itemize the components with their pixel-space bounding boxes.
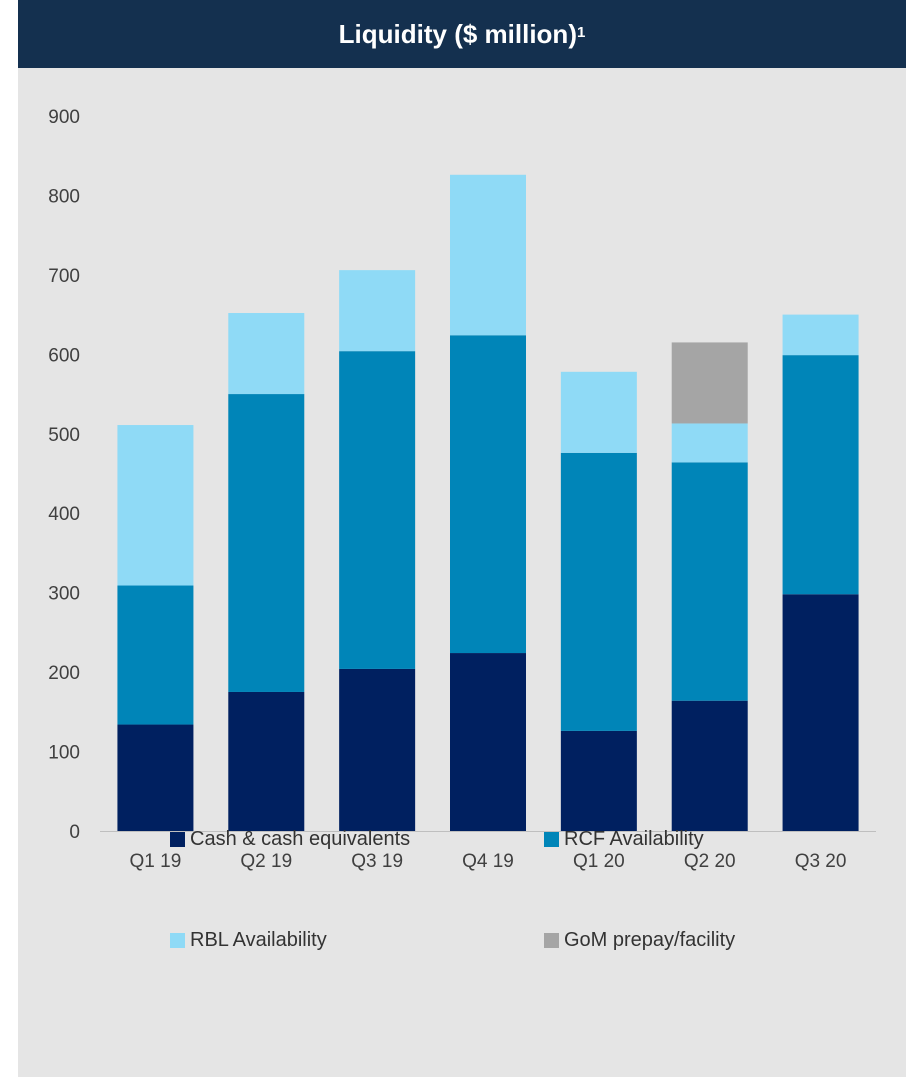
x-tick-label: Q3 20 xyxy=(795,851,847,872)
chart-title: Liquidity ($ million) xyxy=(338,18,577,49)
y-tick-label: 0 xyxy=(69,822,80,843)
legend-label-rcf: RCF Availability xyxy=(564,828,704,850)
bar-segment-cash-cash-equivalents-q4-19 xyxy=(450,653,526,831)
y-tick-label: 100 xyxy=(48,743,80,764)
legend-label-cash: Cash & cash equivalents xyxy=(190,828,411,850)
bar-segment-cash-cash-equivalents-q3-20 xyxy=(782,594,859,831)
bar-segment-rcf-availability-q1-20 xyxy=(560,452,637,731)
bar-segment-rbl-availability-q3-20 xyxy=(782,314,859,356)
bar-segment-rbl-availability-q1-19 xyxy=(117,425,194,586)
bar-segment-rbl-availability-q1-20 xyxy=(560,371,637,453)
y-tick-label: 900 xyxy=(48,107,80,128)
bar-segment-gom-prepay-facility-q2-20 xyxy=(671,342,748,424)
legend-item-gom: GoM prepay/facility xyxy=(544,929,735,952)
bar-segment-rcf-availability-q2-19 xyxy=(228,394,305,692)
y-tick-label: 300 xyxy=(48,584,80,605)
legend-swatch-rbl xyxy=(170,933,185,948)
bar-segment-cash-cash-equivalents-q2-19 xyxy=(228,691,305,831)
bar-segment-rcf-availability-q1-19 xyxy=(117,585,194,725)
chart-panel: Liquidity ($ million) 1 0 100 200 300 400 500 6… xyxy=(18,0,906,1077)
x-tick-label: Q1 20 xyxy=(573,851,625,872)
legend-label-gom: GoM prepay/facility xyxy=(564,929,736,951)
bar-segment-rcf-availability-q3-19 xyxy=(339,351,416,669)
bar-segment-rbl-availability-q4-19 xyxy=(450,174,526,336)
chart-title-footnote: 1 xyxy=(576,23,586,41)
legend-item-rcf: RCF Availability xyxy=(544,828,704,851)
y-tick-label: 600 xyxy=(48,345,80,366)
chart-plot-area: 0 100 200 300 400 500 600 700 800 900 Q1 19 Q2 19 Q3… xyxy=(48,107,876,872)
bar-segment-rbl-availability-q2-19 xyxy=(228,313,305,395)
legend-item-rbl: RBL Availability xyxy=(170,929,327,952)
bar-segment-rcf-availability-q3-20 xyxy=(782,355,859,595)
legend-item-cash: Cash & cash equivalents xyxy=(170,828,410,851)
y-tick-label: 700 xyxy=(48,266,80,287)
bar-segment-cash-cash-equivalents-q1-20 xyxy=(560,730,637,831)
x-tick-label: Q2 19 xyxy=(240,851,292,872)
chart-title-bar: Liquidity ($ million) 1 xyxy=(18,0,906,68)
y-tick-label: 400 xyxy=(48,504,80,525)
x-tick-label: Q1 19 xyxy=(130,851,182,872)
bar-segment-rbl-availability-q2-20 xyxy=(671,423,748,463)
bar-segment-cash-cash-equivalents-q3-19 xyxy=(339,668,416,831)
bar-segment-rcf-availability-q4-19 xyxy=(450,335,526,654)
y-tick-label: 500 xyxy=(48,425,80,446)
y-tick-label: 800 xyxy=(48,186,80,207)
y-tick-label: 200 xyxy=(48,663,80,684)
bar-segment-rbl-availability-q3-19 xyxy=(339,270,416,352)
legend-label-rbl: RBL Availability xyxy=(190,929,327,951)
legend-swatch-cash xyxy=(170,832,185,847)
bar-segment-cash-cash-equivalents-q2-20 xyxy=(671,700,748,831)
x-tick-label: Q2 20 xyxy=(684,851,736,872)
x-tick-label: Q4 19 xyxy=(462,851,514,872)
bar-segment-cash-cash-equivalents-q1-19 xyxy=(117,724,194,831)
x-tick-label: Q3 19 xyxy=(351,851,403,872)
legend-swatch-gom xyxy=(544,933,559,948)
legend-swatch-rcf xyxy=(544,832,559,847)
bar-segment-rcf-availability-q2-20 xyxy=(671,462,748,701)
